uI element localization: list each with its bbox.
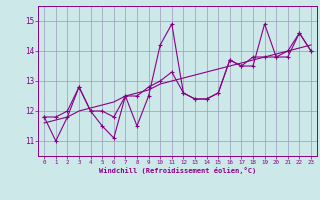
X-axis label: Windchill (Refroidissement éolien,°C): Windchill (Refroidissement éolien,°C) <box>99 167 256 174</box>
